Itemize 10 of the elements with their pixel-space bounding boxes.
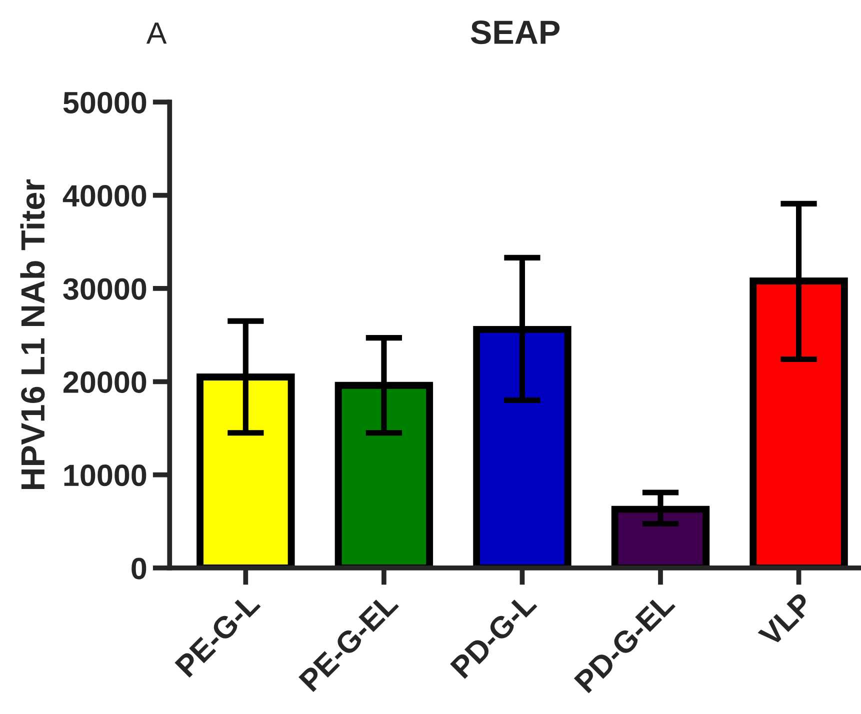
text: A	[146, 22, 167, 44]
y-tick-label: 20000	[63, 371, 146, 394]
y-tick-label: 0	[132, 558, 146, 580]
chart-title: SEAP	[470, 20, 560, 44]
y-tick-label: 50000	[63, 92, 146, 114]
y-axis-title: HPV16 L1 NAb Titer	[20, 179, 45, 490]
y-tick-label: 40000	[62, 185, 146, 207]
y-tick-label: 30000	[63, 278, 146, 300]
x-tick-label: VLP	[758, 592, 814, 648]
y-tick-label: 10000	[64, 464, 146, 486]
